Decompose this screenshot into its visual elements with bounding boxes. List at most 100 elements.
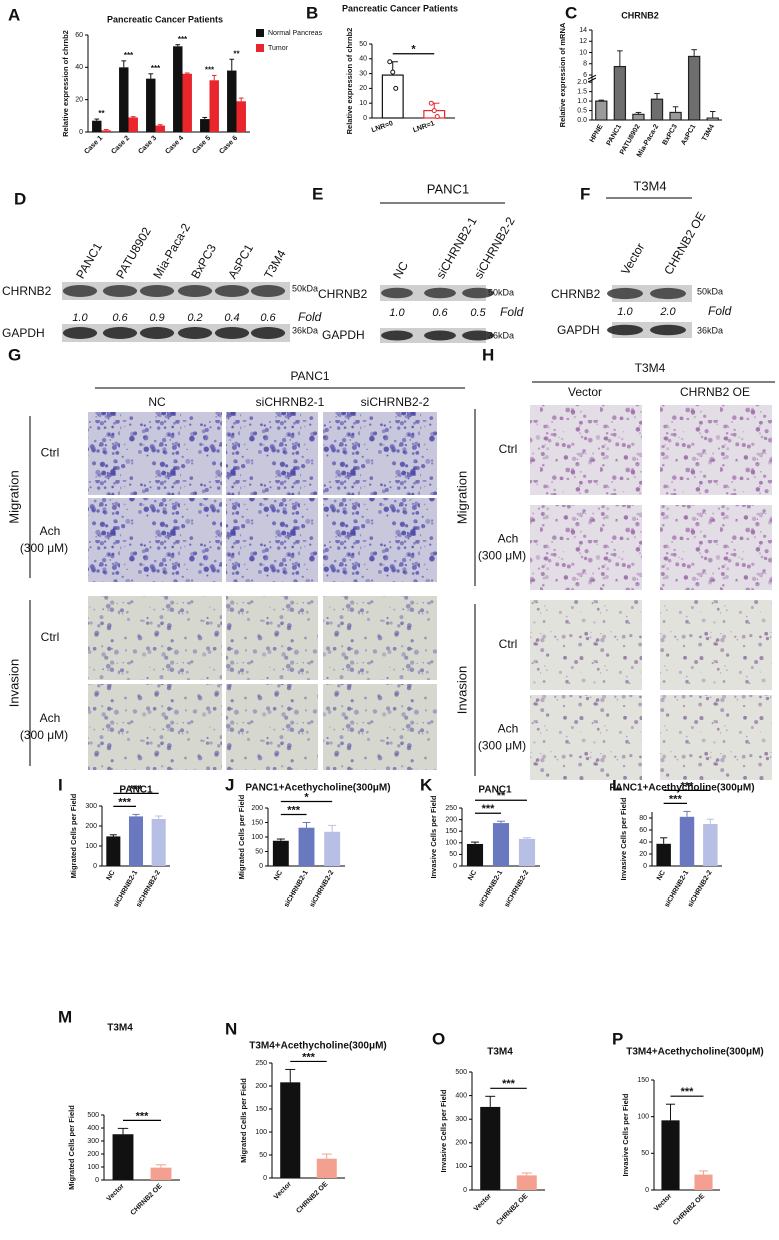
blot-band — [607, 324, 643, 336]
y-tick-label: 500 — [87, 1112, 99, 1119]
y-tick-label: 50 — [449, 851, 457, 858]
y-tick-label: 20 — [75, 97, 83, 104]
fold-label: Fold — [298, 310, 322, 324]
y-axis-label: Migrated Cells per Field — [67, 1105, 76, 1190]
x-tick-label: Case 1 — [83, 135, 104, 156]
marker-label: 50kDa — [292, 283, 318, 293]
significance: *** — [118, 796, 132, 808]
bar — [128, 816, 144, 866]
blot-header: T3M4 — [633, 178, 666, 193]
bar — [119, 67, 129, 132]
y-tick-label: 14 — [579, 27, 587, 34]
y-tick-label: 0.0 — [577, 117, 587, 124]
blot-band — [214, 285, 250, 297]
blot-band — [177, 285, 213, 297]
y-tick-label: 2.0 — [577, 79, 587, 86]
y-axis-label: Relative expression of chrnb2 — [61, 30, 70, 137]
bar — [518, 838, 536, 866]
panel-letter: B — [306, 3, 318, 22]
row-label: (300 μM) — [20, 728, 68, 742]
x-tick-label: siCHRNB2-2 — [504, 869, 531, 908]
micrograph — [88, 596, 222, 680]
micrograph — [323, 498, 437, 582]
y-tick-label: 100 — [255, 1129, 267, 1136]
bar — [298, 827, 315, 866]
blot-header: PANC1 — [427, 181, 469, 196]
data-point — [431, 108, 437, 114]
bar — [316, 1158, 337, 1178]
blot-band — [424, 287, 456, 299]
y-tick-label: 150 — [445, 828, 457, 835]
micrograph — [660, 505, 772, 590]
column-label: Vector — [568, 385, 602, 399]
blot-band — [62, 285, 98, 297]
y-tick-label: 6 — [583, 72, 587, 79]
y-tick-label: 150 — [255, 1106, 267, 1113]
y-tick-label: 150 — [251, 819, 263, 826]
blot-band — [139, 285, 175, 297]
column-label: CHRNB2 OE — [680, 385, 750, 399]
x-tick-label: Case 6 — [218, 135, 239, 156]
y-tick-label: 500 — [455, 1069, 467, 1076]
group-label: Invasion — [6, 659, 21, 707]
bar — [661, 1120, 680, 1190]
significance: *** — [502, 1078, 516, 1090]
bar — [694, 1174, 713, 1190]
y-tick-label: 60 — [639, 827, 647, 834]
panel-letter: A — [8, 5, 20, 24]
y-tick-label: 0 — [93, 863, 97, 870]
y-tick-label: 200 — [255, 1083, 267, 1090]
lane-label: T3M4 — [261, 247, 289, 281]
x-tick-label: siCHRNB2-1 — [113, 869, 140, 908]
micrograph — [660, 405, 772, 495]
y-tick-label: 50 — [255, 848, 263, 855]
marker-label: 50kDa — [697, 286, 723, 296]
row-label: GAPDH — [2, 326, 45, 340]
panel-letter: E — [312, 184, 323, 203]
micrograph — [660, 600, 772, 690]
x-tick-label: Case 3 — [137, 135, 158, 156]
micrograph — [323, 596, 437, 680]
y-tick-label: 10 — [579, 49, 587, 56]
y-tick-label: 0 — [463, 1187, 467, 1194]
group-label: Invasion — [454, 666, 469, 714]
y-tick-label: 1.0 — [577, 98, 587, 105]
y-tick-label: 50 — [641, 1150, 649, 1157]
micrograph — [226, 684, 318, 770]
y-tick-label: 300 — [85, 803, 97, 810]
y-tick-label: 0 — [645, 1187, 649, 1194]
fold-value: 0.2 — [187, 312, 202, 324]
blot-band — [381, 330, 413, 341]
row-label: (300 μM) — [478, 549, 526, 563]
bar — [679, 816, 695, 866]
data-point — [428, 100, 434, 106]
y-axis-label: Relative expression of mRNA — [558, 22, 567, 127]
bar — [480, 1106, 501, 1190]
x-tick-label: BxPC3 — [662, 123, 679, 146]
bar — [516, 1175, 537, 1190]
y-tick-label: 40 — [639, 839, 647, 846]
significance: ** — [497, 790, 506, 802]
chart-title: PANC1 — [119, 785, 153, 796]
micrograph — [530, 405, 642, 495]
y-tick-label: 200 — [251, 805, 263, 812]
row-label: Ach — [498, 532, 519, 546]
significance: *** — [681, 780, 695, 792]
x-tick-label: CHRNB2 OE — [130, 1183, 164, 1217]
blot-band — [139, 327, 175, 339]
significance: *** — [482, 803, 496, 815]
fold-value: 0.6 — [432, 307, 448, 319]
y-tick-label: 300 — [87, 1138, 99, 1145]
y-tick-label: 20 — [639, 851, 647, 858]
significance: *** — [287, 804, 301, 816]
panel-letter: G — [8, 345, 21, 364]
legend-swatch — [256, 29, 264, 37]
panel-letter: N — [225, 1019, 237, 1038]
y-tick-label: 0 — [79, 129, 83, 136]
micrograph — [226, 498, 318, 582]
bar — [150, 1167, 172, 1180]
column-label: siCHRNB2-2 — [361, 395, 430, 409]
y-axis-label: Invasive Cells per Field — [621, 1093, 630, 1176]
x-tick-label: NC — [273, 869, 284, 881]
